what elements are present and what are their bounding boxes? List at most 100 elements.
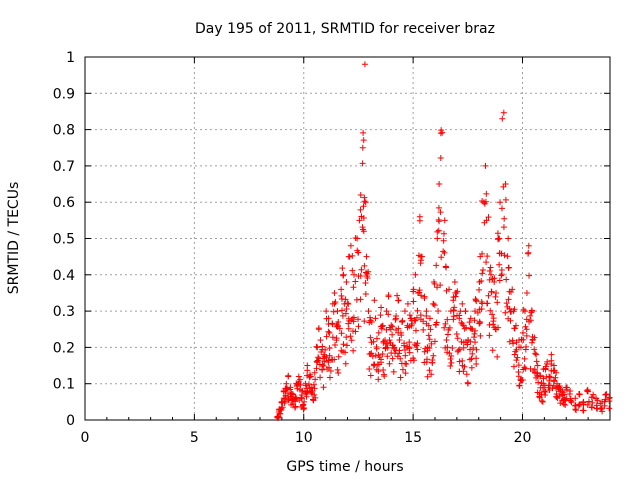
data-point (491, 275, 498, 282)
y-axis-label: SRMTID / TECUs (6, 182, 22, 295)
data-point (425, 322, 432, 329)
data-point (373, 343, 380, 350)
data-point (335, 353, 342, 360)
data-point (298, 395, 305, 402)
data-point (340, 341, 347, 348)
data-point (572, 406, 579, 413)
data-point (479, 270, 486, 277)
y-tick-label: 0.5 (53, 232, 75, 248)
data-point (325, 315, 332, 322)
data-point (523, 326, 530, 333)
data-point (321, 353, 328, 360)
data-point (521, 364, 528, 371)
data-point (466, 356, 473, 363)
data-point (310, 381, 317, 388)
data-point (534, 362, 541, 369)
data-point (456, 312, 463, 319)
data-point (463, 324, 470, 331)
x-tick-label: 10 (295, 430, 313, 446)
data-point (441, 217, 448, 224)
data-point (365, 308, 372, 315)
data-point (424, 373, 431, 380)
data-point (431, 280, 438, 287)
data-point (362, 290, 369, 297)
data-point (533, 358, 540, 365)
data-point (377, 359, 384, 366)
data-point (453, 331, 460, 338)
data-point (468, 325, 475, 332)
data-point (379, 350, 386, 357)
data-point (352, 328, 359, 335)
y-tick-label: 0.8 (53, 123, 75, 139)
data-point (593, 395, 600, 402)
data-point (327, 368, 334, 375)
data-point (401, 347, 408, 354)
data-point (362, 199, 369, 206)
data-point (470, 345, 477, 352)
data-point (456, 358, 463, 365)
data-point (331, 356, 338, 363)
data-point (528, 309, 535, 316)
data-point (396, 350, 403, 357)
x-tick-labels: 0 5 10 15 20 (81, 430, 532, 446)
data-point (441, 249, 448, 256)
data-point (338, 292, 345, 299)
data-point (393, 313, 400, 320)
data-point (306, 374, 313, 381)
data-point (301, 398, 308, 405)
data-point (342, 310, 349, 317)
data-point (413, 342, 420, 349)
data-point (531, 334, 538, 341)
data-point (389, 342, 396, 349)
data-point (446, 324, 453, 331)
data-point (463, 371, 470, 378)
data-point (496, 261, 503, 268)
data-point (601, 402, 608, 409)
data-point (311, 391, 318, 398)
data-point (503, 276, 510, 283)
data-point (360, 214, 367, 221)
data-point (606, 398, 613, 405)
data-point (598, 405, 605, 412)
data-point (492, 326, 499, 333)
data-point (389, 355, 396, 362)
data-point (323, 333, 330, 340)
data-point (332, 299, 339, 306)
y-tick-label: 0.7 (53, 159, 75, 175)
data-point (395, 297, 402, 304)
data-point (498, 205, 505, 212)
data-point (414, 340, 421, 347)
data-point (403, 361, 410, 368)
data-point (317, 374, 324, 381)
data-point (398, 332, 405, 339)
data-point (522, 323, 529, 330)
data-point (454, 335, 461, 342)
data-point (410, 298, 417, 305)
data-point (435, 204, 442, 211)
data-point (589, 394, 596, 401)
data-point (357, 273, 364, 280)
data-point (568, 399, 575, 406)
data-point (313, 358, 320, 365)
data-point (532, 350, 539, 357)
data-point (449, 345, 456, 352)
tick-marks (84, 56, 611, 421)
data-point (535, 379, 542, 386)
data-point (467, 315, 474, 322)
data-point (548, 361, 555, 368)
data-point (312, 376, 319, 383)
data-point (336, 325, 343, 332)
data-point (515, 362, 522, 369)
data-point (371, 297, 378, 304)
data-point (492, 293, 499, 300)
data-point (345, 325, 352, 332)
data-point (520, 306, 527, 313)
data-point (367, 372, 374, 379)
data-point (329, 334, 336, 341)
data-point (397, 355, 404, 362)
data-point (319, 343, 326, 350)
data-point (372, 352, 379, 359)
data-point (380, 371, 387, 378)
y-tick-label: 0.9 (53, 86, 75, 102)
data-point (389, 323, 396, 330)
